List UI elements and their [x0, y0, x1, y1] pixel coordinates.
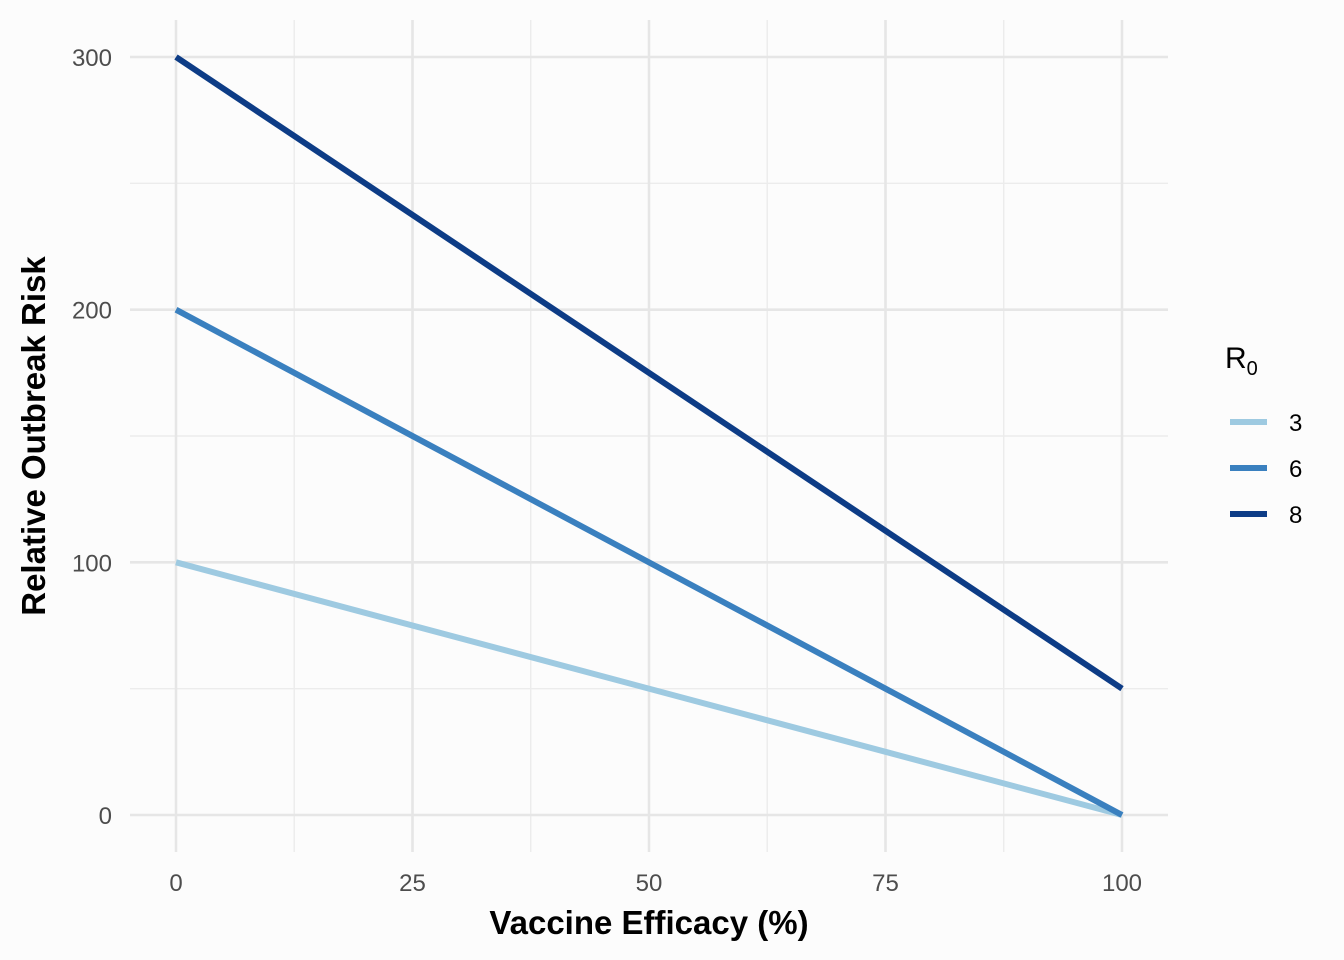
- legend: R0 3 6 8: [1225, 342, 1302, 529]
- legend-label-3: 3: [1289, 410, 1302, 437]
- x-tick-label: 75: [872, 870, 899, 897]
- y-tick-label: 100: [72, 550, 112, 577]
- y-tick-label: 0: [99, 803, 112, 830]
- series-line-r0-8: [174, 54, 1124, 692]
- series-lines: [174, 54, 1124, 818]
- y-tick-label: 300: [72, 45, 112, 72]
- legend-title-subscript: 0: [1247, 358, 1258, 380]
- legend-label-8: 8: [1289, 502, 1302, 529]
- legend-label-6: 6: [1289, 456, 1302, 483]
- series-line-r0-3: [175, 559, 1123, 818]
- x-axis-title: Vaccine Efficacy (%): [489, 904, 808, 941]
- x-tick-label: 100: [1102, 870, 1142, 897]
- y-axis-title: Relative Outbreak Risk: [15, 256, 52, 616]
- legend-title-main: R: [1225, 342, 1247, 375]
- y-axis-ticks: 0 100 200 300: [72, 45, 112, 830]
- legend-title: R0: [1225, 342, 1258, 380]
- series-line-r0-6: [174, 307, 1124, 818]
- x-tick-label: 25: [399, 870, 426, 897]
- x-tick-label: 50: [636, 870, 663, 897]
- x-tick-label: 0: [169, 870, 182, 897]
- x-axis-ticks: 0 25 50 75 100: [169, 870, 1142, 897]
- y-tick-label: 200: [72, 298, 112, 325]
- legend-items: 3 6 8: [1230, 410, 1302, 529]
